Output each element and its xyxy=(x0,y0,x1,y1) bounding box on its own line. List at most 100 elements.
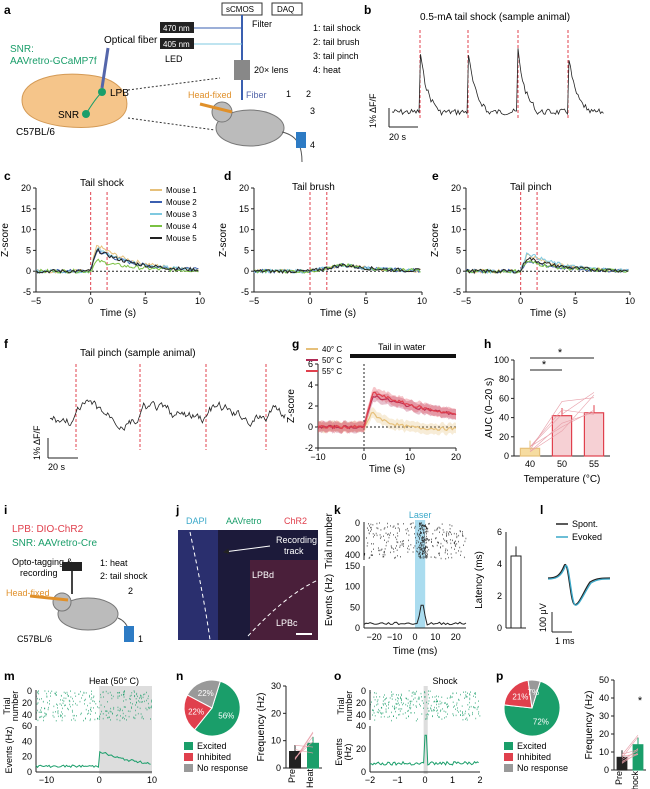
panel-e-series-5 xyxy=(465,256,629,275)
g-xtick-label-2: 10 xyxy=(405,452,415,462)
panel-h-bar-1 xyxy=(551,415,573,457)
panel-e-title: Tail pinch xyxy=(510,182,552,193)
k-ltick-1: 4 xyxy=(497,559,502,569)
b-scale-v-label: 1% ΔF/F xyxy=(368,93,378,128)
panel-n-ytick-label-3: 0 xyxy=(276,763,281,773)
panel-c-xtick-neg: −5 xyxy=(31,296,41,306)
daq-label: DAQ xyxy=(277,5,294,14)
panel-p-legend-swatch-0 xyxy=(504,742,513,750)
panel-m-stim-shade xyxy=(99,686,152,774)
i-recording-label: recording xyxy=(20,568,58,578)
j-track-arrow xyxy=(223,545,271,555)
l-scale-v-label: 100 μV xyxy=(538,603,548,632)
panel-e-ytick-label-4: 0 xyxy=(456,266,461,276)
g-ytick-label-0: 6 xyxy=(308,359,313,369)
panel-c: 20 15 10 5 0 -5−5 0 5 10 Time (s) Z-score xyxy=(0,183,205,319)
panel-m-hist-trace xyxy=(35,750,151,769)
k-laser-band xyxy=(415,520,426,628)
panel-h-subject-line-3 xyxy=(529,409,595,448)
panel-e-ytick-label-5: -5 xyxy=(453,287,461,297)
legend-50c: 50° C xyxy=(322,356,342,365)
panel-h-cat-label-0: 40 xyxy=(525,459,535,469)
k-trial-label: Trial number xyxy=(324,512,335,568)
l-evoked-waveform xyxy=(547,564,611,606)
panel-e-xtick-label-1: 5 xyxy=(573,296,578,306)
panel-letter-a: a xyxy=(4,3,11,17)
panel-p-subject-line-2 xyxy=(621,749,639,755)
panel-c-title: Tail shock xyxy=(80,178,125,189)
panel-b-trace xyxy=(391,48,604,117)
legend-mouse-4: Mouse 4 xyxy=(166,222,197,231)
panel-letter-l: l xyxy=(540,503,543,517)
panel-letter-f: f xyxy=(4,337,9,351)
panel-d-title: Tail brush xyxy=(292,182,335,193)
panel-n-cat-label-0: Pre xyxy=(287,769,297,783)
g-xtick-label-0: −10 xyxy=(310,452,325,462)
g-band-2 xyxy=(318,386,456,434)
headfixed-label: Head-fixed xyxy=(188,90,232,100)
stimulus-list: 1: tail shock 2: tail brush 3: tail pinc… xyxy=(313,23,361,75)
i-num-1: 1 xyxy=(138,634,143,644)
i-mouse-illustration xyxy=(57,597,119,631)
panel-p-slice-1 xyxy=(503,679,533,709)
panel-p-ytick-label-4: 10 xyxy=(599,747,609,757)
panel-c-ytick-label-1: 15 xyxy=(21,204,31,214)
panel-o-trial-label: Trial xyxy=(336,697,346,714)
j-dashed-boundary-2 xyxy=(247,579,319,637)
panel-n-legend-label-0: Excited xyxy=(197,741,227,751)
panel-n-ytick-label-1: 20 xyxy=(271,708,281,718)
panel-p-slice-label-1: 21% xyxy=(512,693,528,702)
panel-letter-k: k xyxy=(334,503,341,517)
k-laser-label: Laser xyxy=(409,510,432,520)
panel-m-etick-1: 40 xyxy=(22,736,32,746)
i-lpb-label: LPB: DIO-ChR2 xyxy=(12,524,84,535)
optical-fiber-label: Optical fiber xyxy=(104,35,158,46)
panel-n-slice-label-0: 56% xyxy=(218,712,234,721)
panel-d-ytick-label-3: 5 xyxy=(244,245,249,255)
num-1: 1 xyxy=(286,89,291,99)
panel-d-ytick-label-4: 0 xyxy=(244,266,249,276)
panel-letter-g: g xyxy=(292,337,299,351)
i-mouse-head xyxy=(52,592,72,612)
panel-h-ytick-label-2: 60 xyxy=(499,393,509,403)
k-etick-2: 50 xyxy=(350,602,360,612)
i-probe xyxy=(62,562,82,571)
panel-h-ylabel: AUC (0–20 s) xyxy=(484,378,495,439)
j-track-label: Recording xyxy=(276,535,317,545)
f-scale-h-label: 20 s xyxy=(48,462,66,472)
i-headfixed: Head-fixed xyxy=(6,588,50,598)
k-rtick-0: 0 xyxy=(355,518,360,528)
panel-g-legend: 40° C 50° C 55° C xyxy=(306,345,342,376)
panel-o-rtick-1: 20 xyxy=(356,698,366,708)
histology-chr2-region xyxy=(250,560,318,640)
panel-p-ytick-label-5: 0 xyxy=(604,765,609,775)
panel-c-legend: Mouse 1 Mouse 2 Mouse 3 Mouse 4 Mouse 5 xyxy=(150,186,197,243)
k-xtick-4: 20 xyxy=(451,632,461,642)
optical-fiber-shape xyxy=(100,47,110,89)
l-scale-h-label: 1 ms xyxy=(555,636,575,646)
panel-d-xtick-label-2: 10 xyxy=(417,296,427,306)
panel-n-slice-2 xyxy=(186,679,221,709)
i-water-cup xyxy=(124,626,134,642)
stim-3: 3: tail pinch xyxy=(313,51,359,61)
panel-e-xtick-neg: −5 xyxy=(461,296,471,306)
legend-mouse-3: Mouse 3 xyxy=(166,210,197,219)
lens-label: 20× lens xyxy=(254,65,289,75)
panel-f-trace xyxy=(49,399,286,431)
k-xtick-1: −10 xyxy=(387,632,402,642)
panel-o-xtick-3: 1 xyxy=(450,775,455,785)
panel-p-ytick-label-1: 40 xyxy=(599,693,609,703)
panel-n: 56% Excited 22% Inhibited 22% No response 30 20… xyxy=(183,679,322,788)
panel-b-title: 0.5-mA tail shock (sample animal) xyxy=(420,12,570,23)
panel-c-ytick-label-4: 0 xyxy=(26,266,31,276)
panel-o-etick-1: 20 xyxy=(356,744,366,754)
virus-label: AAVretro-GCaMP7f xyxy=(10,56,97,67)
j-aav: AAVretro xyxy=(226,516,262,526)
num-3: 3 xyxy=(310,106,315,116)
panel-e-ytick-label-2: 10 xyxy=(451,225,461,235)
panel-c-xtick-label-1: 5 xyxy=(143,296,148,306)
panel-o-etick-2: 0 xyxy=(361,767,366,777)
lens-shape xyxy=(234,60,250,80)
panel-c-ytick-label-2: 10 xyxy=(21,225,31,235)
